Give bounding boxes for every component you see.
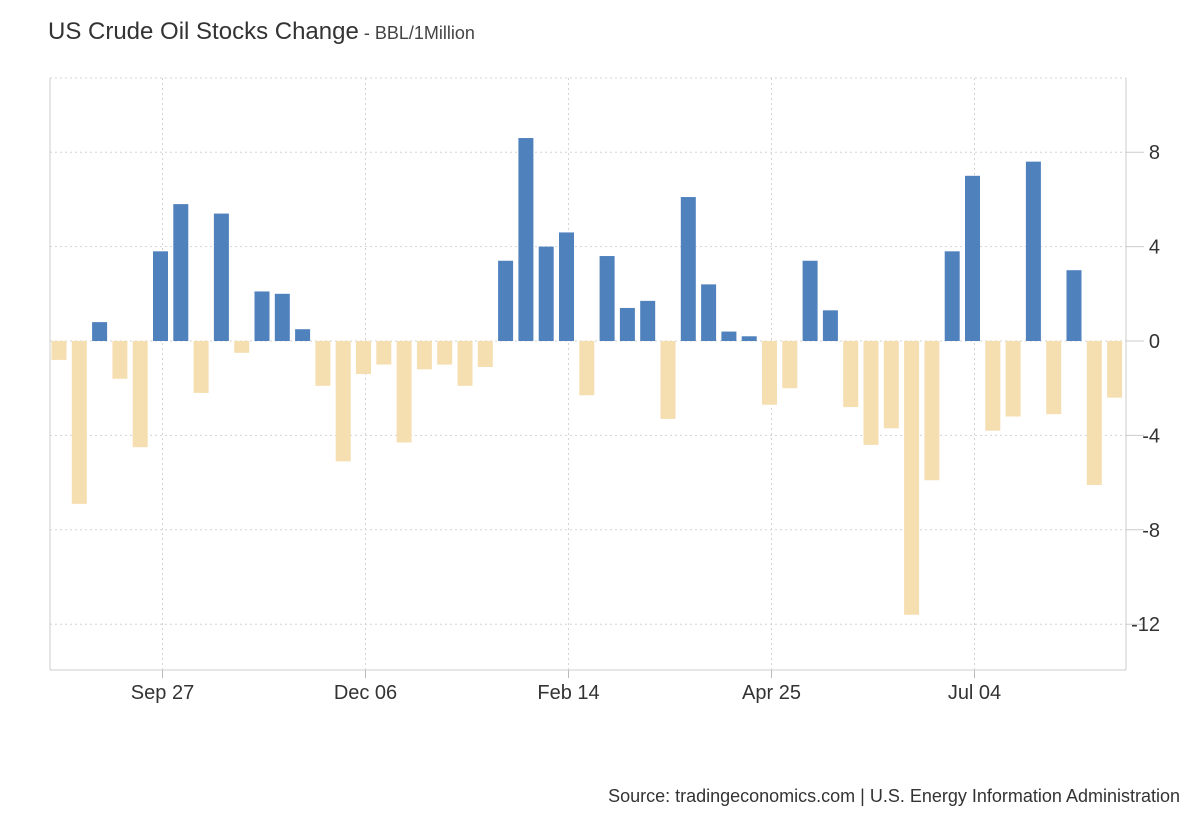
bar [721, 331, 737, 341]
bar [579, 341, 595, 396]
axis-layer: 8 4 0 -4 -8 -12 Sep 27 Dec 06 Feb 14 Apr 25 Jul 04 [49, 78, 1160, 704]
bar [965, 175, 980, 341]
x-tick-label: Jul 04 [948, 682, 1001, 704]
bar [51, 341, 67, 360]
bar [498, 260, 514, 341]
bar [822, 310, 838, 341]
y-tick-label: 4 [1149, 237, 1160, 259]
bar [782, 341, 798, 389]
bar [396, 341, 412, 443]
bar [559, 232, 574, 341]
bar [295, 329, 311, 341]
x-tick-label: Feb 14 [537, 682, 599, 704]
bar [660, 341, 676, 419]
bar [477, 341, 493, 367]
bar [741, 336, 757, 341]
bar [1107, 341, 1123, 398]
bar [1086, 341, 1102, 485]
bar [619, 307, 635, 341]
title-separator: - [358, 23, 375, 43]
bar [944, 251, 960, 341]
bar [457, 341, 473, 386]
bar [112, 341, 128, 379]
chart-title-text: US Crude Oil Stocks Change [48, 18, 359, 45]
bar [437, 341, 453, 365]
x-tick-label: Dec 06 [334, 682, 397, 704]
x-tick-label: Apr 25 [742, 682, 801, 704]
bar [599, 256, 615, 341]
bar [802, 260, 818, 341]
bar [356, 341, 371, 375]
bar [1066, 270, 1082, 341]
bar [254, 291, 270, 341]
bar [71, 341, 87, 504]
bar [518, 138, 534, 341]
bar [863, 341, 879, 445]
y-tick-label: 8 [1149, 142, 1160, 164]
bar [193, 341, 209, 393]
bar [843, 341, 859, 408]
chart-title: US Crude Oil Stocks Change - BBL/1Millio… [48, 18, 475, 46]
bar [173, 204, 189, 341]
bar [213, 213, 229, 341]
bars-layer [51, 138, 1123, 615]
bar [680, 197, 696, 341]
bar [1046, 341, 1062, 415]
y-tick-label: -4 [1142, 425, 1160, 447]
bar [274, 293, 290, 341]
source-note: Source: tradingeconomics.com | U.S. Ener… [608, 786, 1180, 806]
y-tick-label: -12 [1131, 614, 1160, 636]
bar [1025, 161, 1041, 341]
bar [538, 246, 554, 341]
bar [1005, 341, 1021, 417]
bar [924, 341, 940, 481]
bar [985, 341, 1001, 431]
bar [376, 341, 392, 365]
bar [640, 300, 656, 341]
bar [904, 341, 920, 615]
bar [762, 341, 777, 405]
bar [234, 341, 250, 353]
bar [701, 284, 717, 341]
bar [416, 341, 432, 370]
chart-unit: BBL/1Million [374, 23, 475, 43]
bar [335, 341, 351, 462]
bar [315, 341, 331, 386]
x-tick-label: Sep 27 [131, 682, 194, 704]
bar [132, 341, 148, 448]
y-tick-label: 0 [1149, 331, 1160, 353]
bar [883, 341, 899, 429]
y-tick-label: -8 [1142, 520, 1160, 542]
bar [92, 322, 108, 341]
bar [153, 251, 168, 341]
